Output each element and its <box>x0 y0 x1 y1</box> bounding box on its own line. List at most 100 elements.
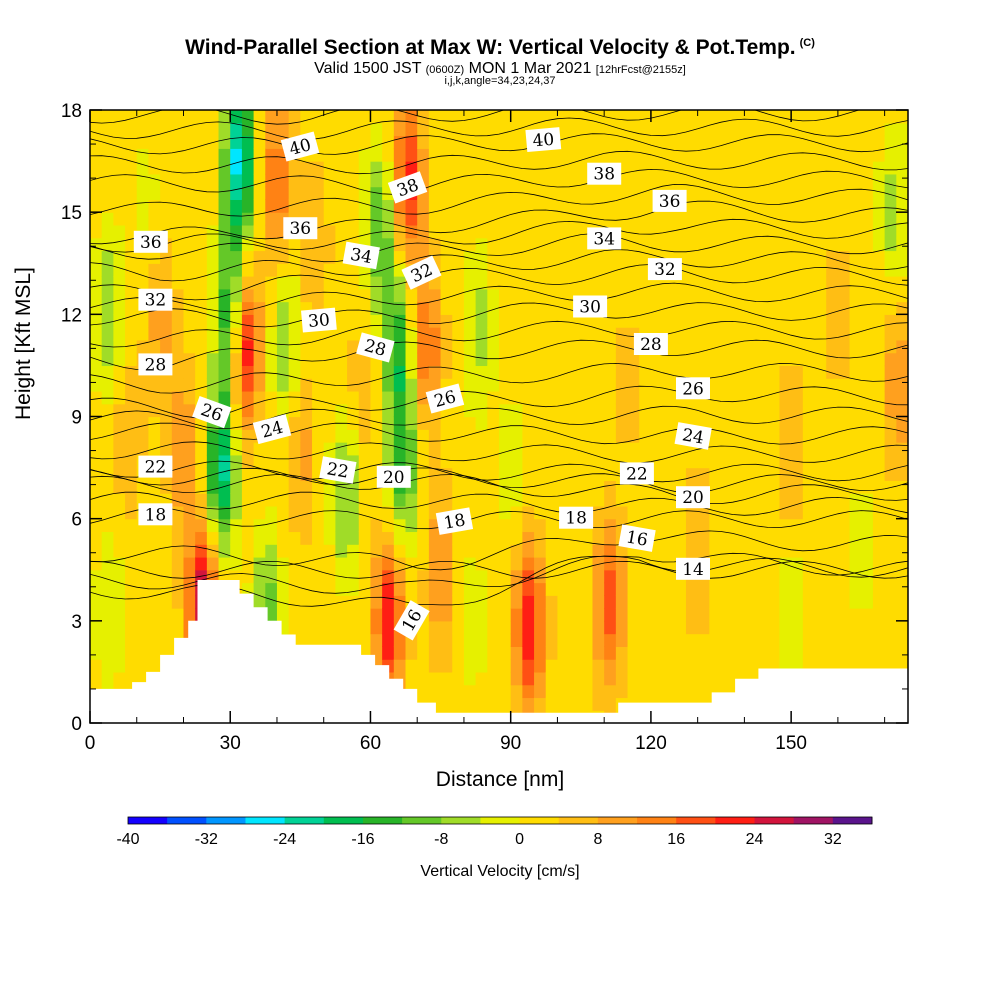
w-cell <box>253 110 266 124</box>
w-cell <box>872 148 886 162</box>
w-cell <box>861 467 874 481</box>
valid-time: Valid 1500 JST <box>314 60 422 77</box>
w-cell <box>545 250 559 264</box>
w-cell <box>721 186 734 200</box>
w-cell <box>756 288 769 303</box>
w-cell <box>136 544 150 558</box>
w-cell <box>580 646 594 660</box>
w-cell <box>627 148 640 162</box>
w-cell <box>475 518 488 533</box>
w-cell <box>183 212 196 226</box>
w-cell <box>756 531 769 545</box>
w-cell <box>440 352 453 367</box>
w-cell <box>452 493 465 507</box>
w-cell <box>241 442 255 456</box>
w-cell <box>569 237 582 252</box>
w-cell <box>545 148 559 162</box>
w-cell <box>276 442 290 456</box>
w-cell <box>218 467 231 481</box>
w-cell <box>113 199 126 213</box>
w-cell <box>125 161 138 175</box>
w-cell <box>569 416 582 430</box>
w-cell <box>650 671 664 686</box>
w-cell <box>697 671 710 686</box>
w-cell <box>370 493 383 507</box>
w-cell <box>580 684 594 699</box>
w-cell <box>709 110 722 124</box>
w-cell <box>837 403 851 418</box>
w-cell <box>136 148 150 162</box>
w-cell <box>884 518 897 533</box>
w-cell <box>276 110 290 124</box>
w-cell <box>463 633 477 647</box>
w-cell <box>837 314 851 328</box>
w-cell <box>452 480 465 494</box>
w-cell <box>861 327 874 341</box>
w-cell <box>347 212 360 226</box>
w-cell <box>358 224 372 239</box>
w-cell <box>580 390 594 405</box>
w-cell <box>288 186 301 200</box>
w-cell <box>896 659 908 673</box>
theta-label-text: 28 <box>640 335 662 355</box>
w-cell <box>639 110 652 124</box>
w-cell <box>417 416 430 430</box>
w-cell <box>779 429 792 443</box>
w-cell <box>767 403 781 418</box>
w-cell <box>615 633 629 647</box>
w-cell <box>604 263 617 277</box>
theta-contours <box>90 110 908 607</box>
w-cell <box>265 582 278 596</box>
w-cell <box>896 633 908 647</box>
w-cell <box>814 531 827 545</box>
w-cell <box>510 148 523 162</box>
w-cell <box>475 582 488 596</box>
w-cell <box>382 378 395 392</box>
w-cell <box>779 148 792 162</box>
w-cell <box>861 301 874 315</box>
w-cell <box>241 531 255 545</box>
w-cell <box>440 161 453 175</box>
w-cell <box>218 339 231 354</box>
w-cell <box>814 569 827 584</box>
w-cell <box>604 148 617 162</box>
w-cell <box>639 608 652 622</box>
w-cell <box>206 544 220 558</box>
w-cell <box>557 454 570 469</box>
w-cell <box>510 505 523 520</box>
w-cell <box>183 531 196 545</box>
w-cell <box>171 288 185 303</box>
w-cell <box>276 122 290 137</box>
w-cell <box>732 378 745 392</box>
w-cell <box>522 454 535 469</box>
w-cell <box>884 378 897 392</box>
w-cell <box>826 339 839 354</box>
w-cell <box>767 301 781 315</box>
w-cell <box>288 403 301 418</box>
w-cell <box>195 135 208 149</box>
w-cell <box>440 365 453 379</box>
w-cell <box>113 122 126 137</box>
w-cell <box>405 365 418 379</box>
w-cell <box>545 595 559 609</box>
w-cell <box>557 212 570 226</box>
w-cell <box>183 378 196 392</box>
w-cell <box>113 263 126 277</box>
w-cell <box>896 378 908 392</box>
w-cell <box>615 608 629 622</box>
w-cell <box>183 339 196 354</box>
w-cell <box>627 620 640 635</box>
w-cell <box>604 505 617 520</box>
w-cell <box>732 442 745 456</box>
w-cell <box>499 327 512 341</box>
theta-contour-line <box>90 110 861 125</box>
theta-label: 40 <box>525 127 562 153</box>
w-cell <box>125 122 138 137</box>
w-cell <box>487 659 500 673</box>
w-cell <box>499 365 512 379</box>
w-cell <box>569 454 582 469</box>
w-cell <box>849 314 862 328</box>
theta-label: 32 <box>647 258 682 281</box>
theta-contour-line <box>90 320 908 348</box>
w-cell <box>709 288 722 303</box>
